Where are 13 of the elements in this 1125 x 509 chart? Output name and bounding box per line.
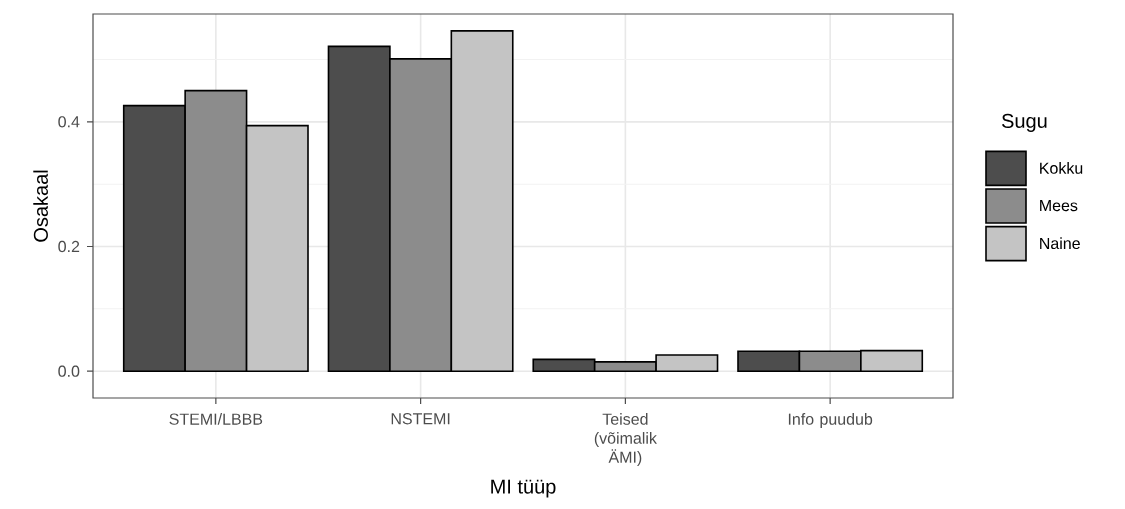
legend-label: Naine [1040, 237, 1080, 250]
legend-label: Kokku [1040, 162, 1083, 174]
x-tick-label: Info puudub [788, 413, 873, 428]
y-axis-title: Osakaal [33, 170, 48, 242]
x-tick-label: Teised (võimalik ÄMI) [594, 413, 657, 466]
legend-label: Mees [1040, 199, 1078, 212]
y-tick-label: 0.4 [58, 116, 80, 128]
y-tick-label: 0.0 [58, 365, 80, 377]
legend-title: Sugu [1001, 113, 1047, 132]
x-tick-label: NSTEMI [391, 413, 450, 425]
x-tick-label: STEMI/LBBB [169, 413, 263, 425]
y-tick-label: 0.2 [58, 240, 80, 253]
x-axis-title: MI tüüp [491, 479, 556, 498]
